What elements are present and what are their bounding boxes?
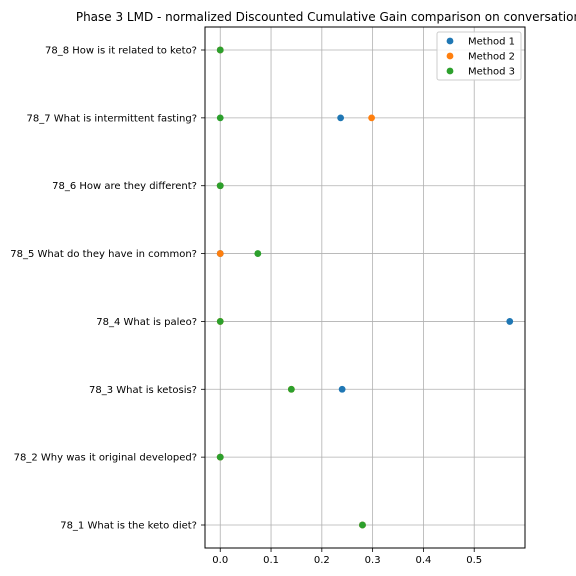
point-method-3 [216, 46, 224, 54]
chart-title: Phase 3 LMD - normalized Discounted Cumu… [76, 10, 576, 24]
y-tick-label: 78_3 What is ketosis? [89, 385, 197, 396]
y-tick-label: 78_5 What do they have in common? [10, 249, 197, 260]
point-method-3 [216, 318, 224, 325]
y-tick-label: 78_8 How is it related to keto? [45, 46, 197, 57]
x-tick-label: 0.2 [314, 555, 330, 566]
x-tick-label: 0.0 [212, 555, 228, 566]
point-method-3 [254, 250, 262, 257]
x-axis-ticks: 0.0 0.1 0.2 0.3 0.4 0.5 [212, 548, 482, 566]
data-points [216, 46, 514, 529]
point-method-1 [338, 385, 346, 393]
x-tick-label: 0.1 [263, 555, 279, 566]
legend-label: Method 2 [468, 52, 515, 63]
legend-box [436, 31, 522, 81]
y-tick-label: 78_4 What is paleo? [96, 317, 197, 328]
point-method-3 [216, 453, 224, 461]
legend-label: Method 1 [468, 37, 515, 48]
point-method-2 [216, 250, 224, 257]
point-method-1 [506, 318, 514, 325]
legend-marker [446, 37, 454, 45]
point-method-3 [216, 182, 224, 190]
plot-frame [204, 26, 526, 549]
x-tick-label: 0.5 [466, 555, 482, 566]
y-tick-label: 78_7 What is intermittent fasting? [26, 113, 197, 124]
y-axis-ticks: 78_1 What is the keto diet? 78_2 Why was … [10, 46, 205, 532]
legend-marker [446, 52, 454, 60]
point-method-3 [287, 385, 295, 393]
point-method-3 [359, 521, 366, 529]
point-method-2 [368, 114, 376, 122]
legend-marker [446, 67, 454, 75]
y-tick-label: 78_2 Why was it original developed? [14, 453, 197, 464]
x-tick-label: 0.3 [365, 555, 381, 566]
point-method-3 [216, 114, 224, 122]
y-tick-label: 78_6 How are they different? [52, 181, 197, 192]
legend-label: Method 3 [468, 67, 515, 78]
plot-area [205, 27, 525, 548]
point-method-1 [337, 114, 345, 122]
legend: Method 1 Method 2 Method 3 [436, 31, 522, 81]
x-tick-label: 0.4 [415, 555, 431, 566]
y-tick-label: 78_1 What is the keto diet? [60, 521, 197, 532]
